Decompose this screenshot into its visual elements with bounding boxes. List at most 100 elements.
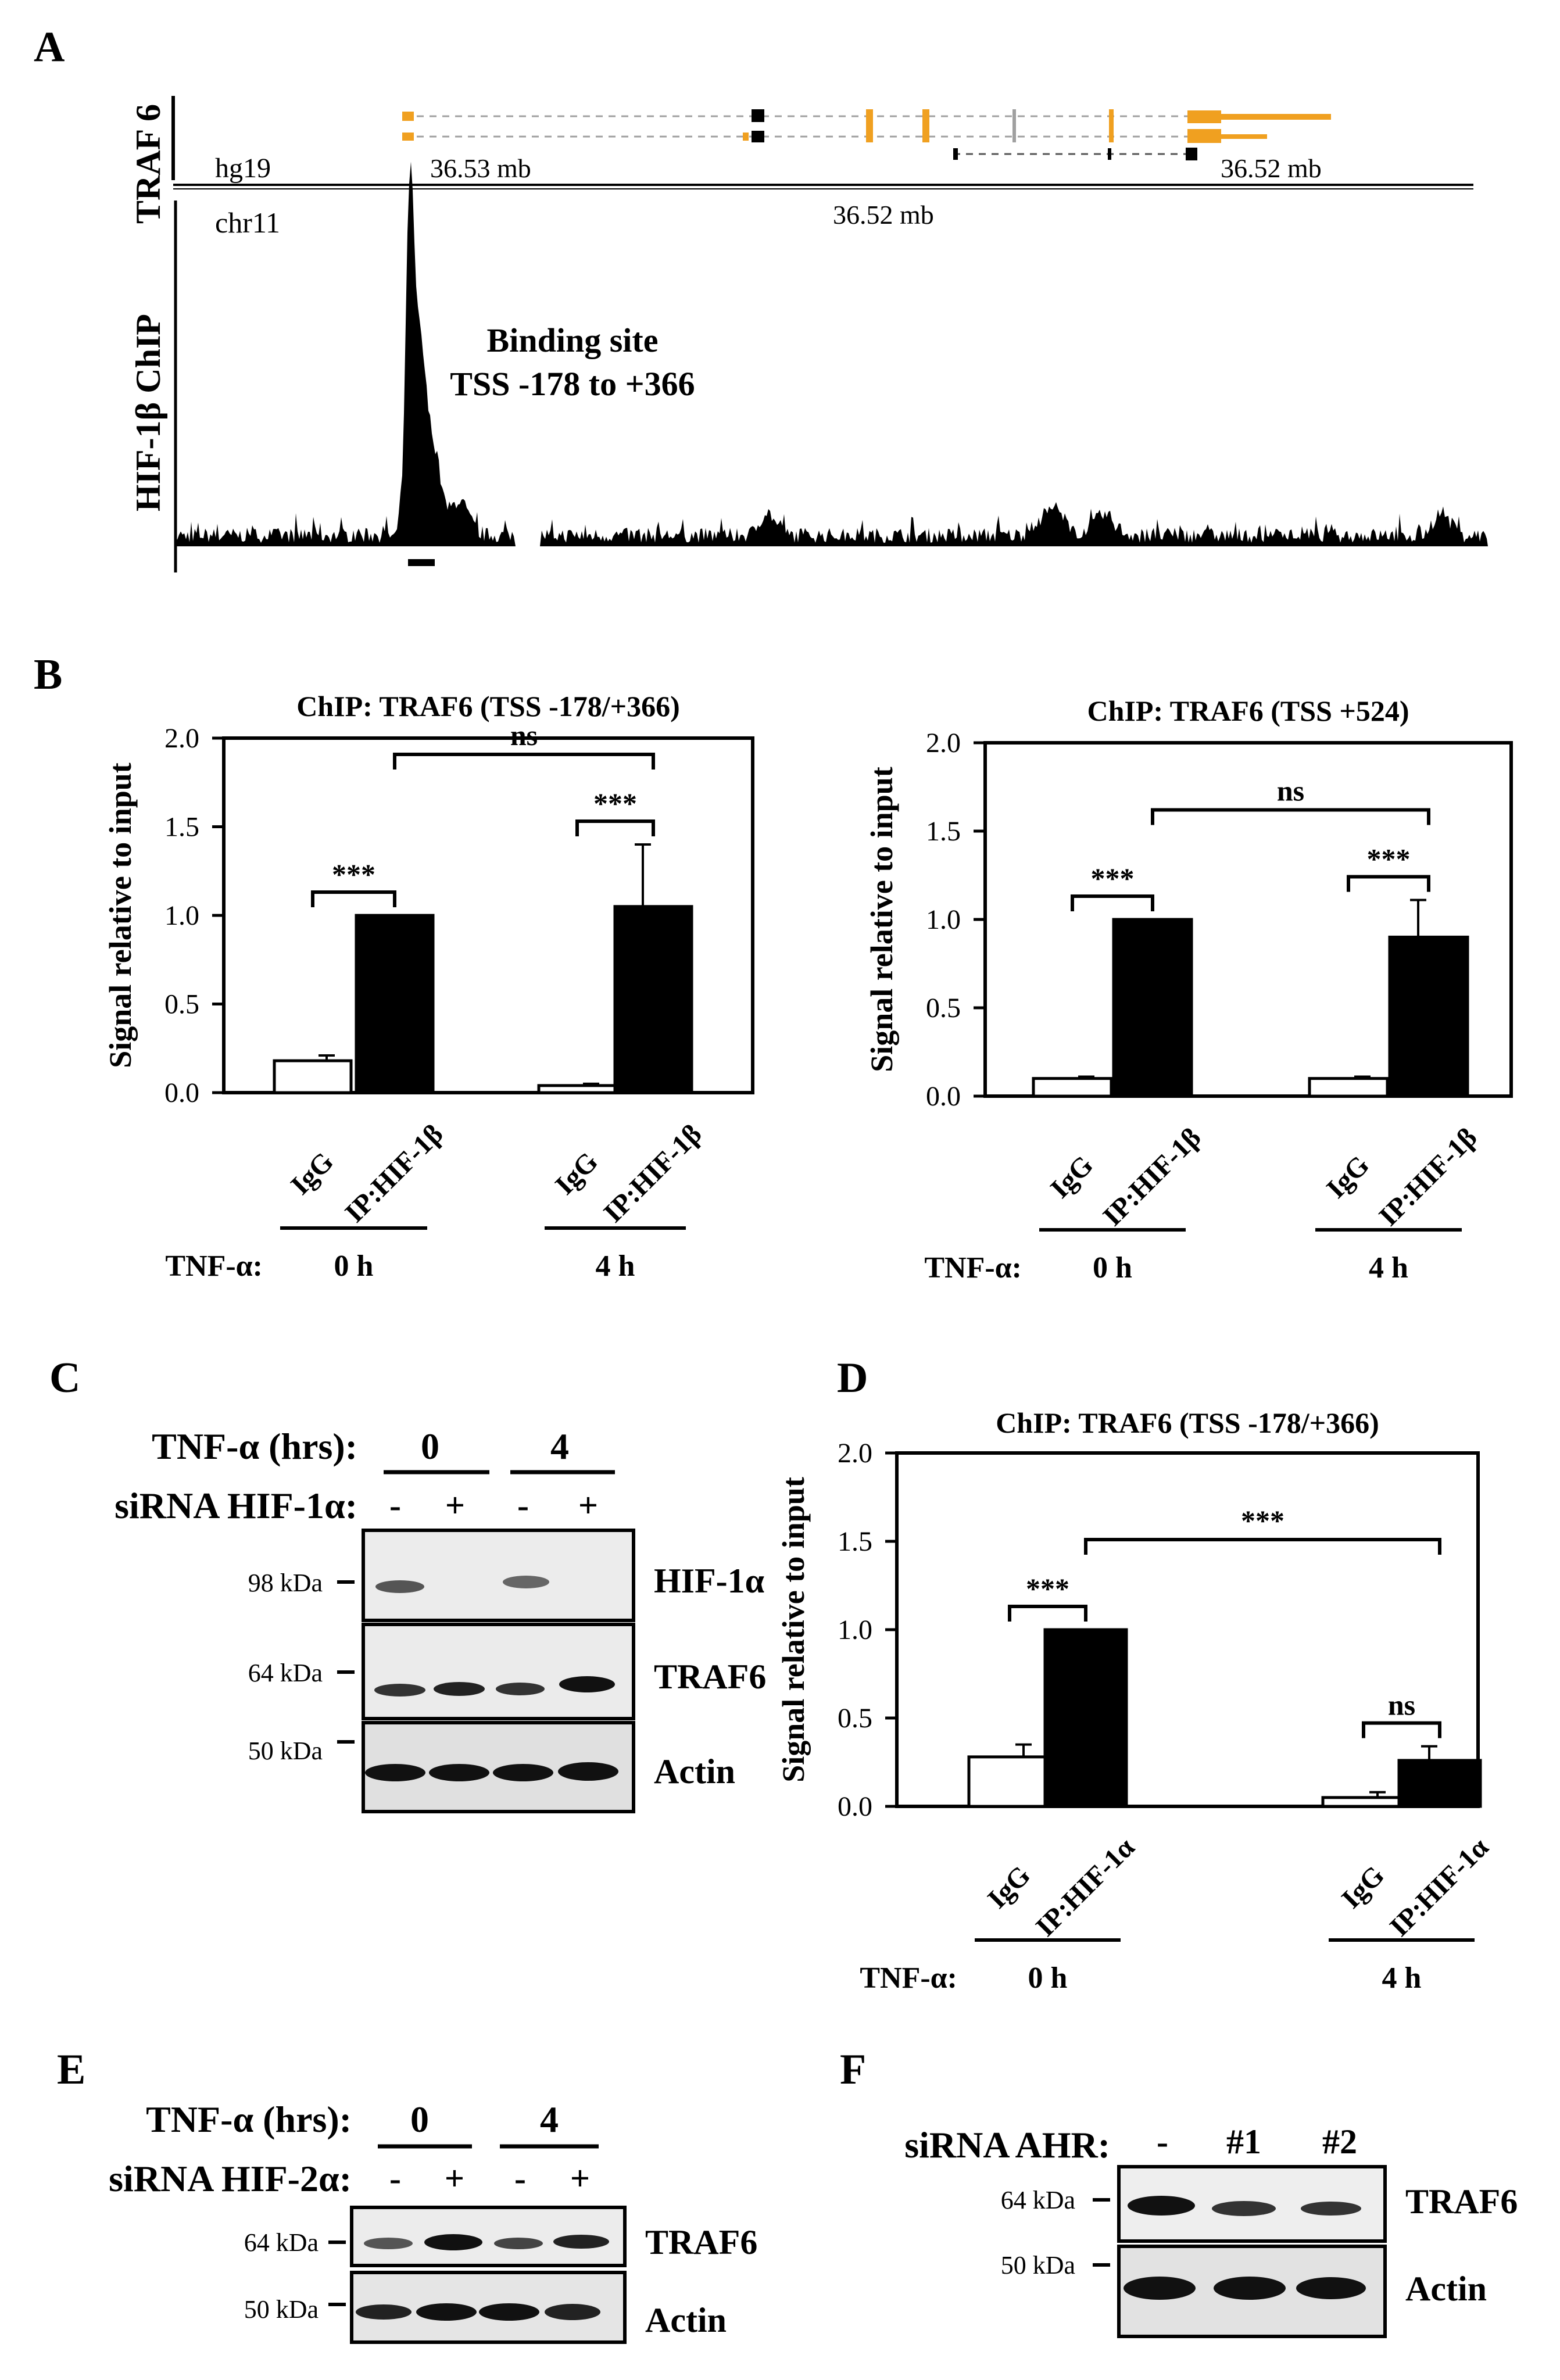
exon-utr: [1221, 114, 1331, 120]
mw-marker: 50 kDa: [248, 1737, 323, 1765]
exon: [402, 112, 414, 121]
significance-label: ***: [1091, 862, 1135, 894]
panel-letter-a: A: [34, 23, 65, 71]
band: [503, 1576, 549, 1588]
exon: [866, 109, 873, 142]
binding-site-range: TSS -178 to +366: [450, 365, 695, 403]
chip-track-label: HIF-1β ChIP: [129, 314, 167, 511]
y-axis-label: Signal relative to input: [103, 763, 138, 1068]
y-axis-label: Signal relative to input: [864, 767, 899, 1072]
coord-left: 36.53 mb: [430, 153, 531, 183]
lane-label: -: [1157, 2123, 1168, 2161]
bar: [273, 1059, 353, 1094]
x-tick-label: IP:HIF-1α: [1384, 1832, 1494, 1942]
exon: [922, 109, 929, 142]
band: [494, 2238, 543, 2249]
significance-label: ns: [510, 719, 538, 751]
time-label: 4: [550, 1426, 569, 1467]
significance-label: ***: [332, 858, 375, 890]
lane-sign: +: [570, 2159, 590, 2198]
significance-bracket: [1347, 875, 1430, 892]
group-label: 4 h: [1382, 1962, 1422, 1995]
bar: [613, 905, 693, 1094]
mw-marker: 64 kDa: [244, 2228, 319, 2257]
band: [424, 2234, 482, 2250]
mw-marker: 50 kDa: [1001, 2251, 1075, 2279]
band-label: TRAF6: [645, 2223, 757, 2261]
x-tick-label: IgG: [1336, 1860, 1390, 1914]
significance-label: ***: [1241, 1504, 1285, 1537]
y-tick-label: 0.5: [926, 993, 961, 1023]
x-tick-label: IgG: [982, 1860, 1036, 1914]
x-tick-label: IP:HIF-1β: [1097, 1122, 1207, 1232]
genome-label: hg19: [215, 153, 271, 184]
band-label: Actin: [654, 1752, 735, 1791]
band: [1301, 2202, 1361, 2216]
band: [1124, 2277, 1196, 2300]
exon: [1109, 109, 1114, 142]
band: [493, 1764, 553, 1781]
x-tick-label: IgG: [1321, 1150, 1375, 1204]
bar: [1308, 1077, 1389, 1098]
x-tick-label: IgG: [549, 1146, 604, 1201]
significance-bracket: [311, 890, 396, 907]
y-tick-label: 0.5: [838, 1703, 872, 1734]
y-tick-label: 1.5: [838, 1526, 872, 1557]
x-tick-label: IP:HIF-1α: [1030, 1832, 1140, 1942]
y-tick-label: 0.5: [164, 989, 199, 1020]
significance-bracket: [575, 819, 655, 836]
y-tick-label: 0.0: [926, 1081, 961, 1112]
binding-site-marker: [408, 559, 435, 566]
bar: [1112, 918, 1193, 1098]
time-label: 4: [540, 2099, 559, 2140]
band: [1128, 2196, 1195, 2216]
lane-sign: -: [514, 2159, 526, 2198]
group-prefix: TNF-α:: [860, 1962, 957, 1995]
mw-marker: 50 kDa: [244, 2295, 319, 2324]
band: [375, 1580, 424, 1593]
band: [496, 1683, 545, 1695]
exon-utr: [1187, 129, 1221, 143]
significance-bracket: [1071, 894, 1154, 911]
significance-label: ns: [1388, 1689, 1415, 1722]
y-tick-label: 1.5: [164, 812, 199, 843]
bar: [1032, 1077, 1113, 1098]
chip-signal-profile: [176, 162, 1488, 546]
significance-label: ns: [1277, 775, 1304, 807]
exon-coding: [752, 131, 764, 142]
y-tick-label: 2.0: [838, 1438, 872, 1469]
lane-sign: -: [517, 1486, 529, 1524]
band: [559, 1676, 615, 1692]
lane-sign: -: [389, 2159, 401, 2198]
y-tick-label: 2.0: [164, 723, 199, 754]
band-label: TRAF6: [1405, 2182, 1518, 2221]
time-label: 0: [410, 2099, 429, 2140]
exon: [743, 133, 749, 141]
band-label: HIF-1α: [654, 1562, 764, 1600]
gene-label: TRAF 6: [129, 104, 167, 224]
exon-utr: [1221, 134, 1267, 139]
bar: [967, 1755, 1052, 1808]
significance-bracket-between: [1151, 808, 1430, 825]
group-label: 4 h: [1369, 1251, 1408, 1284]
panel-letter-e: E: [57, 2046, 85, 2093]
bar: [1321, 1796, 1406, 1808]
y-tick-label: 1.0: [838, 1615, 872, 1645]
x-tick-label: IP:HIF-1β: [339, 1118, 449, 1228]
significance-label: ***: [593, 787, 637, 819]
exon: [1012, 109, 1016, 142]
x-tick-label: IP:HIF-1β: [1373, 1122, 1483, 1232]
time-label: 0: [421, 1426, 439, 1467]
exon-utr: [1187, 110, 1221, 123]
exon-coding: [752, 109, 764, 122]
group-label: 0 h: [1093, 1251, 1132, 1284]
x-tick-label: IgG: [1044, 1150, 1099, 1204]
exon-coding: [1108, 148, 1111, 160]
y-axis-label: Signal relative to input: [776, 1477, 811, 1783]
band: [1296, 2277, 1366, 2299]
panel-letter-c: C: [49, 1354, 80, 1402]
mw-marker: 64 kDa: [248, 1659, 323, 1687]
x-tick-label: IgG: [285, 1146, 339, 1201]
group-label: 0 h: [334, 1250, 374, 1283]
lane-sign: +: [578, 1486, 598, 1524]
